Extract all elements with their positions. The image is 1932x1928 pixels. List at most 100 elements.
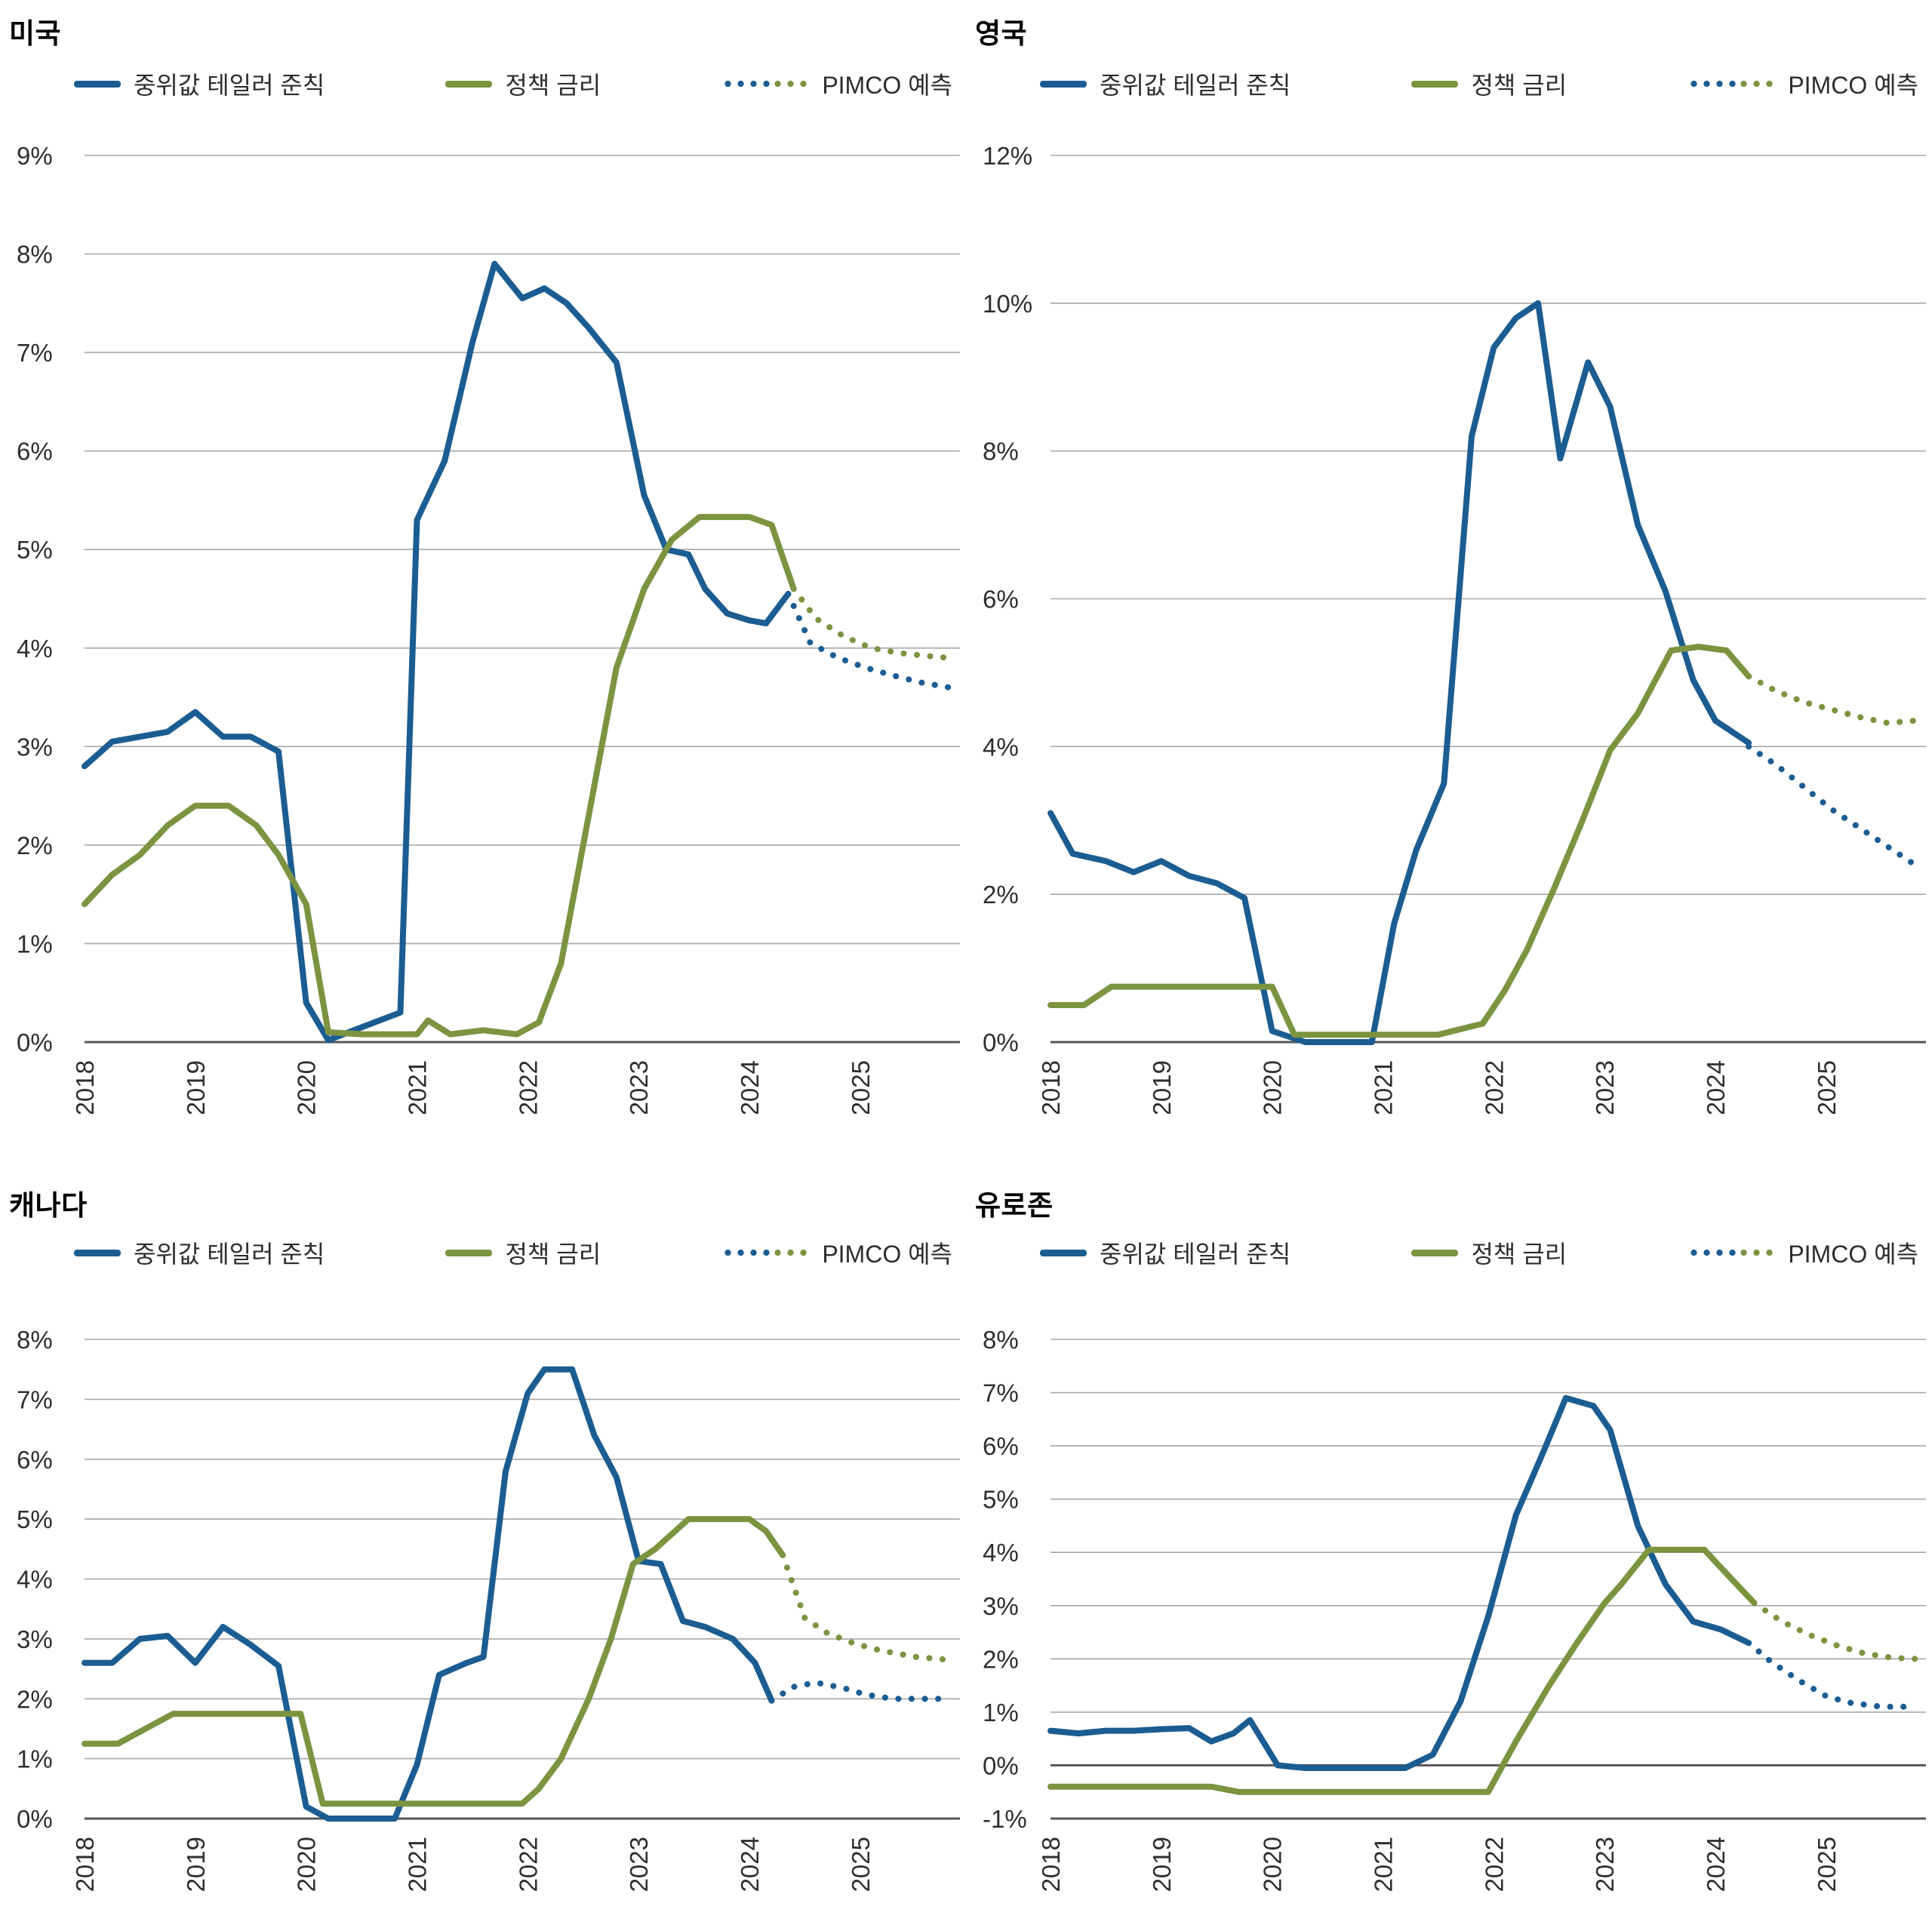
forecast-dots-swatch bbox=[721, 80, 810, 88]
forecast-green-dots-icon bbox=[771, 80, 810, 88]
svg-text:2025: 2025 bbox=[847, 1060, 875, 1114]
svg-text:2%: 2% bbox=[983, 1645, 1019, 1673]
svg-text:0%: 0% bbox=[983, 1029, 1019, 1056]
svg-text:2021: 2021 bbox=[404, 1837, 432, 1892]
legend-canada: 중위값 테일러 준칙 정책 금리 PIMCO 예측 bbox=[74, 1235, 952, 1270]
svg-text:4%: 4% bbox=[17, 1566, 53, 1594]
svg-text:2021: 2021 bbox=[1370, 1837, 1398, 1892]
svg-text:2025: 2025 bbox=[1813, 1060, 1841, 1114]
svg-text:6%: 6% bbox=[17, 438, 53, 466]
taylor-line-swatch bbox=[1040, 80, 1087, 88]
svg-text:2024: 2024 bbox=[1702, 1060, 1730, 1114]
svg-text:1%: 1% bbox=[17, 930, 53, 958]
legend-item-taylor-rule: 중위값 테일러 준칙 bbox=[74, 66, 325, 101]
svg-text:2018: 2018 bbox=[1037, 1060, 1065, 1114]
plot-uk: 0% 2% 4% 6% 8% 10% 12% 2018 2019 2020 2021 2022 2023… bbox=[983, 142, 1926, 1114]
legend-label-policy: 정책 금리 bbox=[1471, 72, 1567, 99]
svg-text:2019: 2019 bbox=[182, 1837, 210, 1892]
svg-text:6%: 6% bbox=[17, 1446, 53, 1474]
legend-item-policy-rate: 정책 금리 bbox=[445, 1235, 601, 1270]
svg-text:4%: 4% bbox=[17, 635, 53, 663]
svg-text:5%: 5% bbox=[983, 1486, 1019, 1514]
svg-text:2021: 2021 bbox=[404, 1060, 432, 1114]
svg-text:8%: 8% bbox=[17, 1326, 53, 1354]
svg-text:12%: 12% bbox=[983, 142, 1032, 170]
svg-text:3%: 3% bbox=[17, 1625, 53, 1653]
svg-text:5%: 5% bbox=[17, 1505, 53, 1533]
taylor-line-swatch bbox=[74, 1249, 121, 1256]
forecast-dots-swatch bbox=[1687, 1249, 1776, 1256]
svg-text:2018: 2018 bbox=[71, 1837, 99, 1892]
forecast-dots-swatch bbox=[721, 1249, 810, 1256]
legend-item-policy-rate: 정책 금리 bbox=[1411, 1235, 1567, 1270]
legend-item-pimco-forecast: PIMCO 예측 bbox=[1687, 1235, 1918, 1270]
svg-text:1%: 1% bbox=[983, 1699, 1019, 1727]
legend-us: 중위값 테일러 준칙 정책 금리 PIMCO 예측 bbox=[74, 66, 952, 101]
svg-text:2020: 2020 bbox=[1259, 1060, 1287, 1114]
legend-label-taylor: 중위값 테일러 준칙 bbox=[134, 72, 325, 99]
legend-label-policy: 정책 금리 bbox=[505, 72, 601, 99]
chart-uk: 영국 중위값 테일러 준칙 정책 금리 PIMCO 예측 0% 2% 4% 6% 8% 1… bbox=[966, 0, 1932, 1166]
legend-item-taylor-rule: 중위값 테일러 준칙 bbox=[1040, 66, 1291, 101]
svg-text:2023: 2023 bbox=[625, 1837, 653, 1892]
plot-us: 0% 1% 2% 3% 4% 5% 6% 7% 8% 9% 2018 2019 2020 2021 2022… bbox=[17, 142, 960, 1114]
svg-text:0%: 0% bbox=[17, 1805, 53, 1833]
chart-us: 미국 중위값 테일러 준칙 정책 금리 PIMCO 예측 0% 1% 2% 3% 4% 5… bbox=[0, 0, 966, 1166]
svg-text:9%: 9% bbox=[17, 142, 53, 170]
svg-text:7%: 7% bbox=[17, 1385, 53, 1413]
chart-canada: 캐나다 중위값 테일러 준칙 정책 금리 PIMCO 예측 0% 1% 2% 3% 4%… bbox=[0, 1166, 966, 1917]
forecast-blue-dots-icon bbox=[721, 80, 772, 88]
svg-text:8%: 8% bbox=[983, 1326, 1019, 1354]
legend-item-taylor-rule: 중위값 테일러 준칙 bbox=[1040, 1235, 1291, 1270]
legend-item-pimco-forecast: PIMCO 예측 bbox=[721, 66, 952, 101]
chart-title-eurozone: 유로존 bbox=[975, 1190, 1054, 1221]
plot-eurozone: -1% 0% 1% 2% 3% 4% 5% 6% 7% 8% 2018 2019 2020 2021 202… bbox=[983, 1326, 1926, 1892]
svg-text:2021: 2021 bbox=[1370, 1060, 1398, 1114]
forecast-dots-swatch bbox=[1687, 80, 1776, 88]
legend-label-forecast: PIMCO 예측 bbox=[822, 1241, 952, 1268]
legend-item-policy-rate: 정책 금리 bbox=[1411, 66, 1567, 101]
svg-text:10%: 10% bbox=[983, 290, 1032, 318]
plot-canada: 0% 1% 2% 3% 4% 5% 6% 7% 8% 2018 2019 2020 2021 2022 20… bbox=[17, 1326, 960, 1892]
svg-text:2020: 2020 bbox=[293, 1060, 321, 1114]
taylor-line-swatch bbox=[1040, 1249, 1087, 1256]
legend-label-policy: 정책 금리 bbox=[1471, 1241, 1567, 1268]
svg-text:2022: 2022 bbox=[514, 1837, 542, 1892]
svg-text:6%: 6% bbox=[983, 586, 1019, 613]
svg-text:2020: 2020 bbox=[1259, 1837, 1287, 1892]
svg-text:2024: 2024 bbox=[736, 1060, 764, 1114]
svg-text:2022: 2022 bbox=[514, 1060, 542, 1114]
taylor-line-swatch bbox=[74, 80, 121, 88]
svg-text:2%: 2% bbox=[17, 832, 53, 859]
svg-text:2019: 2019 bbox=[182, 1060, 210, 1114]
svg-text:2019: 2019 bbox=[1148, 1837, 1176, 1892]
legend-eurozone: 중위값 테일러 준칙 정책 금리 PIMCO 예측 bbox=[1040, 1235, 1918, 1270]
legend-label-forecast: PIMCO 예측 bbox=[822, 72, 952, 99]
svg-text:2%: 2% bbox=[983, 881, 1019, 909]
legend-item-pimco-forecast: PIMCO 예측 bbox=[721, 1235, 952, 1270]
svg-text:2022: 2022 bbox=[1480, 1060, 1508, 1114]
svg-text:6%: 6% bbox=[983, 1432, 1019, 1460]
forecast-blue-dots-icon bbox=[1687, 80, 1738, 88]
legend-label-taylor: 중위값 테일러 준칙 bbox=[1100, 1241, 1291, 1268]
svg-text:2025: 2025 bbox=[1813, 1837, 1841, 1892]
forecast-green-dots-icon bbox=[1737, 80, 1776, 88]
forecast-blue-dots-icon bbox=[721, 1249, 772, 1256]
svg-text:2%: 2% bbox=[17, 1685, 53, 1713]
svg-text:2019: 2019 bbox=[1148, 1060, 1176, 1114]
policy-line-swatch bbox=[1411, 80, 1459, 88]
svg-text:-1%: -1% bbox=[983, 1805, 1027, 1833]
svg-text:8%: 8% bbox=[983, 438, 1019, 466]
svg-text:2018: 2018 bbox=[1037, 1837, 1065, 1892]
svg-text:4%: 4% bbox=[983, 733, 1019, 761]
svg-text:2023: 2023 bbox=[625, 1060, 653, 1114]
forecast-green-dots-icon bbox=[1737, 1249, 1776, 1256]
svg-text:2022: 2022 bbox=[1480, 1837, 1508, 1892]
chart-eurozone: 유로존 중위값 테일러 준칙 정책 금리 PIMCO 예측 -1% 0% 1% 2% 3… bbox=[966, 1166, 1932, 1917]
legend-label-taylor: 중위값 테일러 준칙 bbox=[1100, 72, 1291, 99]
svg-text:2024: 2024 bbox=[1702, 1837, 1730, 1892]
forecast-blue-dots-icon bbox=[1687, 1249, 1738, 1256]
svg-text:2024: 2024 bbox=[736, 1837, 764, 1892]
svg-text:7%: 7% bbox=[983, 1379, 1019, 1407]
